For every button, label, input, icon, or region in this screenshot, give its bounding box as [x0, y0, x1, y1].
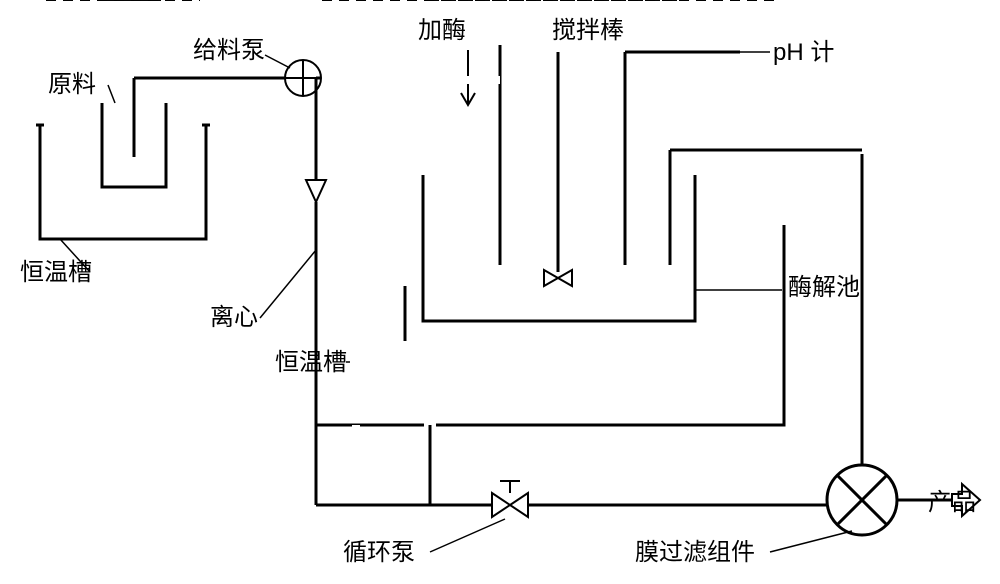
bath_right: 恒温槽 — [275, 349, 347, 376]
centrifuge: 离心 — [210, 304, 258, 331]
membrane: 膜过滤组件 — [635, 539, 755, 566]
circ_pump: 循环泵 — [343, 539, 415, 566]
feed_pump: 给料泵 — [193, 37, 265, 64]
product: 产品 — [928, 489, 976, 516]
bath_left: 恒温槽 — [20, 259, 92, 286]
ph_meter: pH 计 — [773, 39, 834, 66]
hydrolysis_tank: 酶解池 — [788, 274, 860, 301]
raw_material: 原料 — [48, 71, 96, 98]
stir_rod: 搅拌棒 — [552, 17, 624, 44]
add_enzyme: 加酶 — [418, 17, 466, 44]
